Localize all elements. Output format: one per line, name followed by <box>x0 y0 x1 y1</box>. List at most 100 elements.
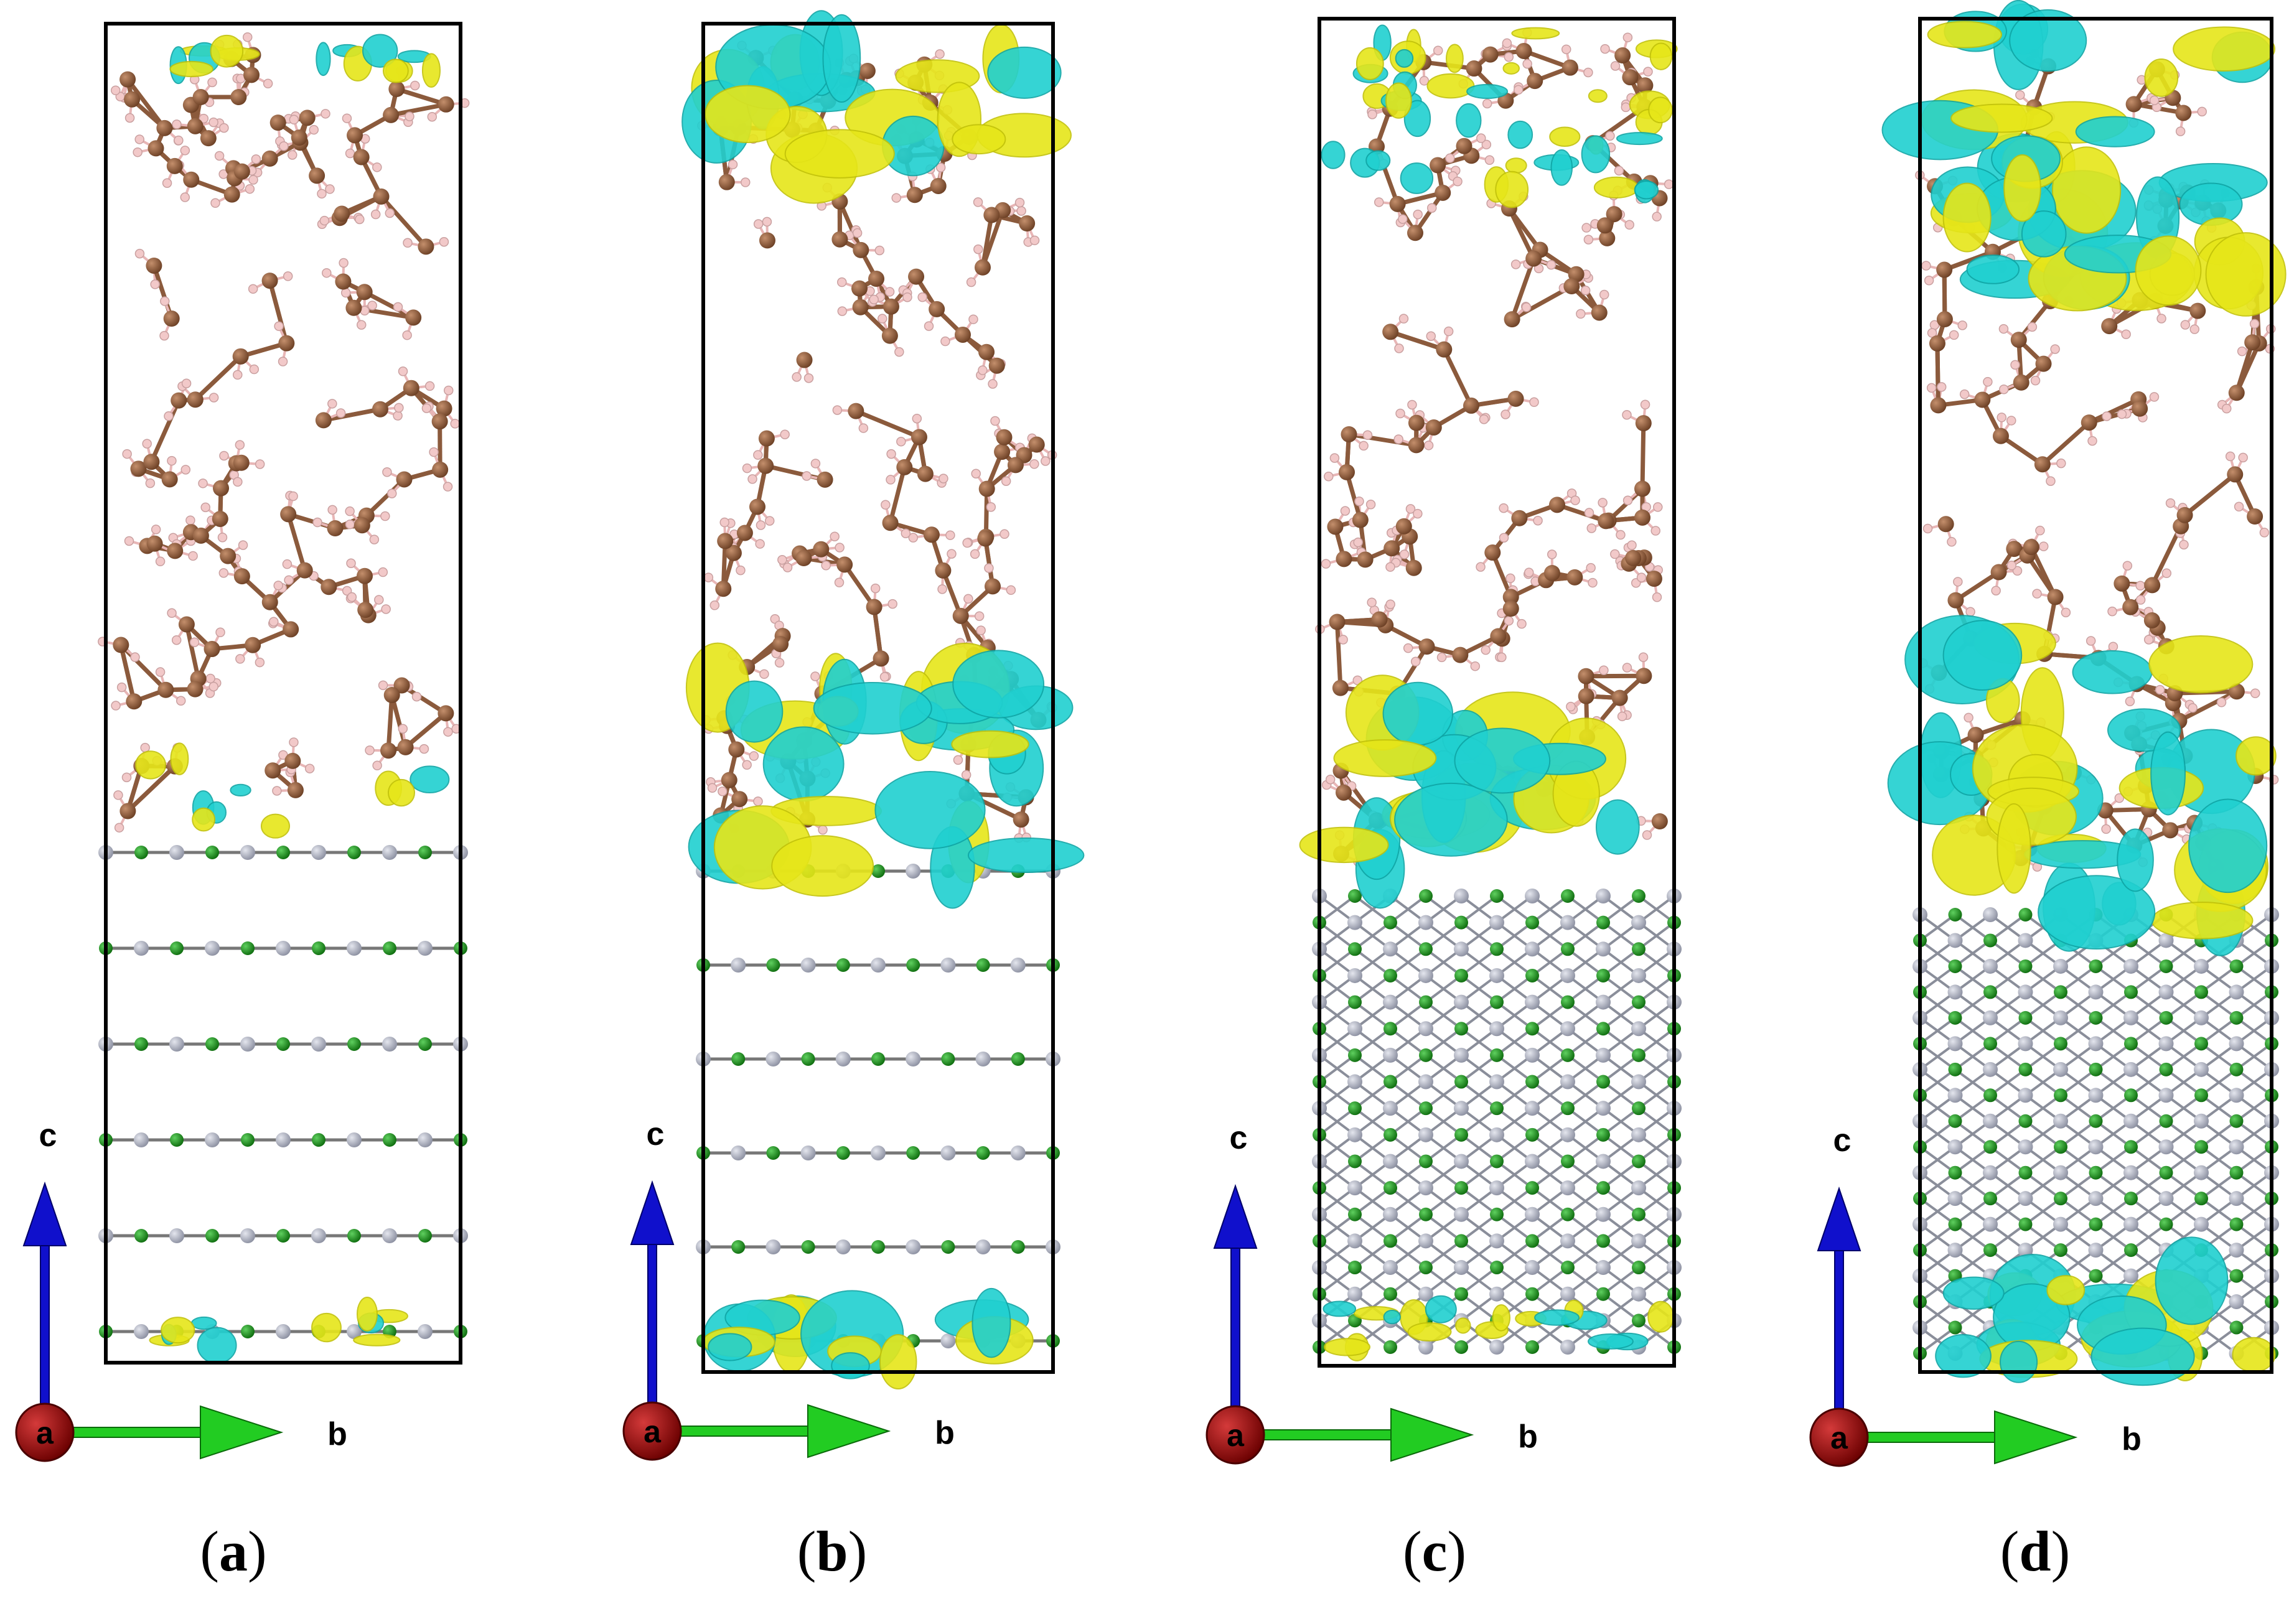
hydrogen-atom <box>742 463 752 474</box>
bn-lattice-bond <box>1496 1187 1533 1216</box>
c-c-bond <box>323 407 381 422</box>
hydrogen-atom <box>1622 663 1632 673</box>
boron-atom <box>1596 1234 1610 1248</box>
hydrogen-atom <box>1340 506 1351 516</box>
bn-lattice-bond <box>2200 1120 2237 1148</box>
bn-lattice-bond <box>1354 1187 1392 1216</box>
hydrogen-atom <box>2125 696 2135 706</box>
nitrogen-atom <box>1347 1127 1362 1142</box>
c-axis-arrowhead <box>1817 1186 1861 1251</box>
carbon-atom <box>283 621 299 638</box>
hydrogen-atom <box>1521 302 1532 312</box>
boron-atom <box>1525 915 1539 930</box>
nitrogen-atom <box>1418 1233 1433 1249</box>
nitrogen-atom <box>2018 1191 2033 1206</box>
carbon-atom <box>327 520 344 537</box>
hydrogen-atom <box>282 559 293 569</box>
bn-lattice-bond <box>1389 1160 1427 1189</box>
charge-accumulation-lobe <box>169 60 213 78</box>
bn-lattice-bond <box>2235 1300 2273 1329</box>
carbon-atom <box>156 119 173 136</box>
carbon-atom <box>1357 551 1374 568</box>
b-axis-arrowhead <box>1994 1410 2078 1465</box>
c-c-bond <box>184 623 201 679</box>
hydrogen-atom <box>176 696 186 706</box>
nitrogen-atom <box>975 1239 991 1254</box>
carbon-atom <box>146 535 163 552</box>
carbon-atom <box>356 567 373 584</box>
carbon-atom <box>1456 138 1472 154</box>
nitrogen-atom <box>382 845 397 860</box>
nitrogen-atom <box>1983 907 1998 922</box>
hydrogen-atom <box>160 296 170 306</box>
carbon-atom <box>1327 518 1344 535</box>
bn-lattice-bond <box>1989 1223 2026 1251</box>
c-axis-arrowhead <box>22 1181 67 1246</box>
nitrogen-atom <box>2229 1191 2244 1206</box>
hydrogen-atom <box>145 478 156 488</box>
hydrogen-atom <box>217 532 228 543</box>
carbon-atom <box>1405 559 1422 576</box>
boron-atom <box>941 1240 955 1254</box>
hydrogen-atom <box>248 284 258 294</box>
carbon-atom <box>233 454 250 471</box>
boron-atom <box>1596 1075 1610 1089</box>
hydrogen-atom <box>1504 615 1514 626</box>
carbon-atom <box>1352 511 1369 528</box>
bn-lattice-bond <box>2165 991 2203 1019</box>
charge-depletion-lobe <box>1616 132 1663 146</box>
carbon-atom <box>2122 599 2139 615</box>
charge-depletion-lobe <box>2075 116 2155 147</box>
charge-accumulation-lobe <box>382 58 409 83</box>
hydrogen-atom <box>963 594 973 604</box>
bn-lattice-bond <box>1637 1027 1675 1057</box>
boron-atom <box>1632 1101 1646 1116</box>
boron-atom <box>1383 915 1397 930</box>
hydrogen-atom <box>1502 38 1512 49</box>
carbon-atom <box>130 460 147 477</box>
charge-depletion-lobe <box>1534 1309 1580 1326</box>
hydrogen-atom <box>219 123 229 133</box>
carbon-atom <box>923 526 940 543</box>
boron-atom <box>1348 1207 1362 1221</box>
hydrogen-atom <box>1329 453 1340 463</box>
nitrogen-atom <box>1383 1101 1398 1116</box>
carbon-atom <box>715 581 732 597</box>
carbon-atom <box>1425 419 1442 436</box>
hydrogen-atom <box>188 551 198 561</box>
hydrogen-atom <box>443 727 453 737</box>
carbon-atom <box>183 171 200 188</box>
boron-atom <box>2089 1010 2103 1025</box>
hydrogen-atom <box>984 563 994 573</box>
charge-accumulation-lobe <box>1950 103 2053 133</box>
hydrogen-atom <box>1029 235 1040 246</box>
hydrogen-atom <box>205 673 215 684</box>
carbon-atom <box>2144 577 2161 594</box>
carbon-atom <box>881 327 898 344</box>
nitrogen-atom <box>800 958 816 973</box>
hydrogen-atom <box>869 294 879 305</box>
hydrogen-atom <box>1547 549 1557 559</box>
hydrogen-atom <box>2149 392 2160 402</box>
boron-atom <box>1632 889 1646 903</box>
carbon-atom <box>736 525 753 541</box>
charge-accumulation-lobe <box>210 34 244 68</box>
bn-lattice-bond <box>2235 991 2273 1019</box>
carbon-atom <box>161 471 178 488</box>
hydrogen-atom <box>976 625 986 635</box>
carbon-atom <box>1548 497 1565 513</box>
hydrogen-atom <box>1638 652 1649 662</box>
hydrogen-atom <box>159 330 169 341</box>
bn-lattice-bond <box>1425 1080 1463 1109</box>
hydrogen-atom <box>1622 495 1633 505</box>
hydrogen-atom <box>1338 635 1348 645</box>
hydrogen-atom <box>1517 618 1527 629</box>
boron-atom <box>2229 1062 2244 1076</box>
charge-accumulation-lobe <box>1299 826 1389 864</box>
hydrogen-atom <box>215 627 225 638</box>
hydrogen-atom <box>973 244 983 254</box>
carbon-atom <box>983 207 1000 223</box>
carbon-atom <box>143 454 160 470</box>
nitrogen-atom <box>1596 994 1611 1010</box>
boron-atom <box>418 846 432 859</box>
